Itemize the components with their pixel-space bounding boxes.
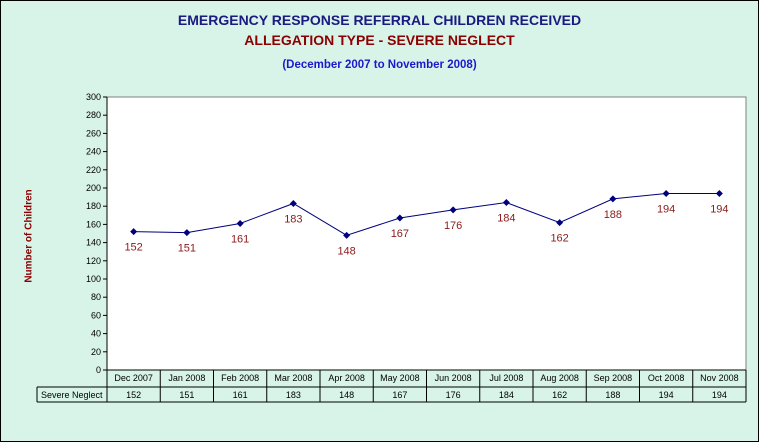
data-point — [715, 189, 723, 197]
table-value: 183 — [286, 390, 301, 400]
chart-title: EMERGENCY RESPONSE REFERRAL CHILDREN REC… — [177, 12, 582, 28]
data-label: 162 — [550, 233, 568, 245]
plot-area — [106, 96, 747, 371]
table-value: 152 — [126, 390, 141, 400]
x-tick-label: Mar 2008 — [274, 373, 312, 383]
y-tick-label: 180 — [86, 201, 101, 211]
y-tick-label: 100 — [86, 274, 101, 284]
y-tick-label: 60 — [91, 310, 101, 320]
y-tick-label: 20 — [91, 347, 101, 357]
table-value: 167 — [392, 390, 407, 400]
data-label: 161 — [231, 233, 249, 245]
data-label: 167 — [391, 228, 409, 240]
y-tick-label: 260 — [86, 128, 101, 138]
y-tick-label: 240 — [86, 147, 101, 157]
table-value: 161 — [233, 390, 248, 400]
table-value: 184 — [499, 390, 514, 400]
table-value: 188 — [605, 390, 620, 400]
table-value: 151 — [179, 390, 194, 400]
y-tick-label: 160 — [86, 219, 101, 229]
data-point — [343, 231, 351, 239]
data-label: 194 — [657, 203, 675, 215]
x-tick-label: Aug 2008 — [540, 373, 579, 383]
x-tick-label: Oct 2008 — [648, 373, 685, 383]
y-tick-label: 200 — [86, 183, 101, 193]
y-tick-label: 120 — [86, 256, 101, 266]
chart-period: (December 2007 to November 2008) — [282, 59, 477, 71]
y-tick-label: 280 — [86, 110, 101, 120]
data-label: 183 — [284, 213, 302, 225]
table-value: 176 — [446, 390, 461, 400]
x-tick-label: May 2008 — [380, 373, 420, 383]
x-tick-label: Jul 2008 — [489, 373, 523, 383]
table-value: 194 — [712, 390, 727, 400]
x-tick-label: Apr 2008 — [328, 373, 365, 383]
y-tick-label: 300 — [86, 92, 101, 102]
data-label: 194 — [710, 203, 728, 215]
x-tick-label: Feb 2008 — [221, 373, 259, 383]
data-label: 148 — [337, 245, 355, 257]
data-label: 176 — [444, 220, 462, 232]
y-tick-label: 0 — [96, 365, 101, 375]
y-tick-label: 80 — [91, 292, 101, 302]
data-label: 188 — [604, 209, 622, 221]
data-point — [502, 199, 510, 207]
x-tick-label: Nov 2008 — [700, 373, 739, 383]
data-point — [662, 189, 670, 197]
data-point — [449, 206, 457, 214]
table-value: 194 — [659, 390, 674, 400]
x-tick-label: Dec 2007 — [114, 373, 153, 383]
y-tick-label: 140 — [86, 238, 101, 248]
x-tick-label: Jun 2008 — [435, 373, 472, 383]
x-tick-label: Sep 2008 — [594, 373, 633, 383]
data-label: 184 — [497, 213, 515, 225]
table-series-label: Severe Neglect — [41, 390, 103, 400]
data-label: 151 — [178, 243, 196, 255]
data-point — [130, 228, 138, 236]
data-point — [236, 219, 244, 227]
data-point — [289, 199, 297, 207]
table-value: 148 — [339, 390, 354, 400]
y-tick-label: 40 — [91, 329, 101, 339]
data-point — [609, 195, 617, 203]
table-value: 162 — [552, 390, 567, 400]
chart-subtitle: ALLEGATION TYPE - SEVERE NEGLECT — [244, 32, 515, 48]
x-tick-label: Jan 2008 — [168, 373, 205, 383]
series-line — [133, 192, 720, 236]
data-point — [396, 214, 404, 222]
y-tick-label: 220 — [86, 165, 101, 175]
data-point — [183, 229, 191, 237]
data-label: 152 — [124, 242, 142, 254]
data-point — [556, 219, 564, 227]
